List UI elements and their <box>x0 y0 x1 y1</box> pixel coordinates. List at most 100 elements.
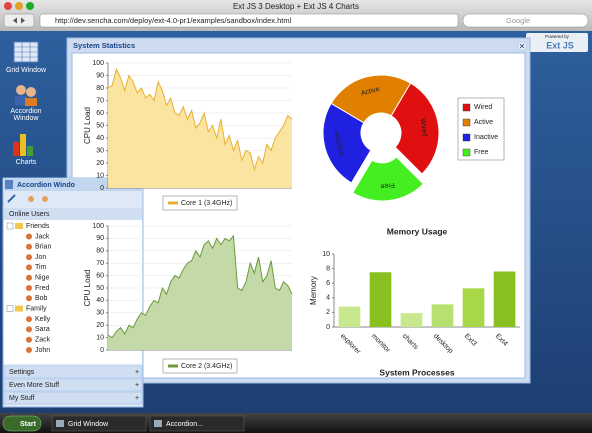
task-icon <box>154 420 162 427</box>
window-title: System Statistics <box>73 41 135 50</box>
nav-buttons[interactable] <box>3 13 35 28</box>
y-tick-label: 50 <box>96 122 104 129</box>
task-button[interactable] <box>51 415 147 432</box>
user-icon <box>26 254 32 261</box>
close-x <box>519 43 525 49</box>
y-tick-label: 30 <box>96 147 104 154</box>
y-tick-label: 2 <box>326 309 330 316</box>
legend <box>162 358 238 374</box>
user-name[interactable]: Jon <box>35 254 46 261</box>
legend-label: Wired <box>474 104 492 111</box>
y-tick-label: 60 <box>96 272 104 279</box>
start-label: Start <box>20 421 37 428</box>
group-label: Family <box>26 305 47 312</box>
tool-user[interactable] <box>28 196 34 202</box>
area <box>108 235 292 350</box>
section-plus: + <box>135 382 139 389</box>
section-header[interactable] <box>3 378 143 392</box>
y-tick-label: 0 <box>100 347 104 354</box>
tree-toggle[interactable] <box>6 305 14 312</box>
bar <box>462 288 485 327</box>
legend-swatch <box>462 148 471 157</box>
user-name[interactable]: Brian <box>35 244 51 251</box>
user-icon <box>26 336 32 343</box>
user-icon-body <box>25 98 37 106</box>
y-tick-label: 30 <box>96 310 104 317</box>
max-dot[interactable] <box>26 2 34 10</box>
y-tick-label: 20 <box>96 322 104 329</box>
user-icon[interactable] <box>26 87 36 97</box>
section-label: My Stuff <box>9 395 35 402</box>
tree-toggle[interactable] <box>6 222 14 230</box>
section-plus: + <box>135 395 139 402</box>
bar <box>431 304 454 327</box>
y-tick-label: 50 <box>96 285 104 292</box>
taskbar <box>0 413 592 433</box>
y-tick-label: 70 <box>96 97 104 104</box>
icon-label[interactable]: Grid Window <box>5 67 47 74</box>
y-tick-label: 10 <box>96 172 104 179</box>
user-name[interactable]: Fred <box>35 285 50 292</box>
legend-label: Core 1 (3.4GHz) <box>181 200 232 207</box>
user-icon[interactable] <box>16 85 26 95</box>
y-tick-label: 0 <box>100 185 104 192</box>
user-name[interactable]: Nige <box>35 275 50 282</box>
start-button[interactable] <box>2 415 42 432</box>
user-name[interactable]: John <box>35 347 50 354</box>
min-dot[interactable] <box>15 2 23 10</box>
user-icon <box>26 233 32 240</box>
user-name[interactable]: Sara <box>35 326 50 333</box>
section-label: Settings <box>9 369 35 376</box>
section-header[interactable] <box>3 391 143 405</box>
browser-title: Ext JS 3 Desktop + Ext JS 4 Charts <box>233 2 359 11</box>
user-icon <box>26 347 32 353</box>
y-tick-label: 4 <box>326 295 330 302</box>
tool-pencil[interactable] <box>7 194 16 203</box>
folder-icon <box>15 223 23 229</box>
legend <box>162 195 238 211</box>
legend-swatch <box>462 103 471 112</box>
grid-icon-lines <box>14 42 38 62</box>
task-label: Grid Window <box>68 421 109 428</box>
user-icon <box>26 326 32 333</box>
chart-icon[interactable] <box>13 142 19 156</box>
group-label: Friends <box>26 223 50 230</box>
y-tick-label: 90 <box>96 72 104 79</box>
user-name[interactable]: Jack <box>35 233 50 240</box>
y-tick-label: 40 <box>96 135 104 142</box>
bar <box>338 306 361 327</box>
accordion-title: Accordion Windo <box>17 182 75 189</box>
section-header[interactable] <box>3 365 143 379</box>
y-tick-label: 20 <box>96 160 104 167</box>
tool-users[interactable] <box>42 196 48 202</box>
user-icon <box>26 264 32 271</box>
y-tick-label: 8 <box>326 265 330 272</box>
user-name[interactable]: Bob <box>35 295 48 302</box>
line <box>107 67 293 172</box>
user-name[interactable]: Zack <box>35 337 51 344</box>
pie-slice <box>390 82 440 175</box>
legend-swatch <box>462 133 471 142</box>
y-tick-label: 10 <box>96 334 104 341</box>
user-name[interactable]: Tim <box>35 264 47 271</box>
badge-brand: Ext JS <box>546 40 574 50</box>
search-placeholder: Google <box>506 16 530 25</box>
area <box>108 69 292 188</box>
close-dot[interactable] <box>4 2 12 10</box>
accordion-icon <box>5 180 13 189</box>
chart-title: Memory Usage <box>387 226 448 236</box>
icon-label[interactable]: Accordion Window <box>10 108 42 122</box>
panel-header <box>4 208 142 220</box>
legend-swatch <box>462 118 471 127</box>
chart-icon <box>20 134 26 156</box>
y-axis-label: CPU Load <box>83 270 92 307</box>
user-icon <box>26 285 32 291</box>
url-bar[interactable] <box>39 13 459 28</box>
legend-label: Free <box>474 149 489 156</box>
task-button[interactable] <box>149 415 245 432</box>
icon-label[interactable]: Charts <box>15 159 37 166</box>
nav-arrows <box>13 17 25 24</box>
search-box[interactable] <box>462 13 589 28</box>
user-name[interactable]: Kelly <box>35 316 51 323</box>
